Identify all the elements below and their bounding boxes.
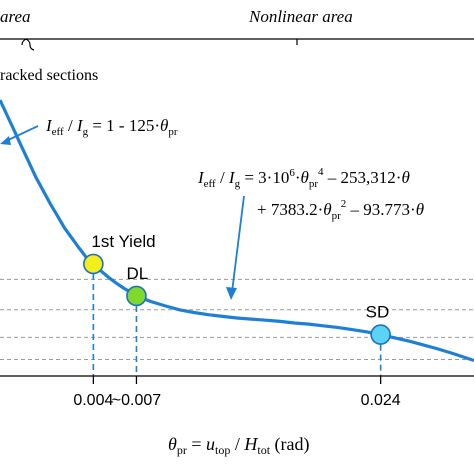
- x-tick-label-0: 0.004: [73, 392, 113, 409]
- eq2-i: I: [197, 168, 205, 187]
- xlabel-h: H: [243, 434, 258, 454]
- eq2-theta-sub: pr: [309, 178, 319, 190]
- xlabel-slash: /: [230, 434, 244, 454]
- x-ticks: 0.004~0.007 0.024: [73, 376, 401, 409]
- eq1-ig: I: [76, 116, 84, 135]
- eq2-mid: ·: [295, 168, 301, 187]
- eq2-g: g: [235, 178, 241, 190]
- eq2-eff: eff: [204, 178, 216, 190]
- bracket-tick-left: [21, 38, 27, 46]
- eq1-slash: /: [64, 116, 77, 135]
- equation-2-line-1: Ieff / Ig = 3·106·θpr4 – 253,312·θ: [197, 166, 410, 190]
- eq1-arrowhead: [0, 136, 11, 145]
- equation-1: Ieff / Ig = 1 - 125·θpr: [45, 116, 178, 138]
- series-curve: [0, 99, 474, 363]
- eq1-rhs: = 1 - 125·: [88, 116, 160, 135]
- equation-2-line-2: + 7383.2·θpr2 – 93.773·θ: [257, 198, 424, 222]
- xlabel-unit: (rad): [270, 434, 309, 455]
- eq2-arrow-line: [231, 195, 245, 293]
- eq2-exp: 6: [289, 167, 295, 179]
- xlabel-u: u: [206, 434, 215, 454]
- eq1-theta: θ: [160, 116, 168, 135]
- eq2-prefix: = 3·10: [240, 168, 289, 187]
- eq2-l2-theta-b: θ: [416, 200, 424, 219]
- eq2-l2-theta-sub: pr: [332, 210, 342, 222]
- eq2-sup4: 4: [318, 166, 324, 178]
- x-tick-label-1: ~0.007: [112, 392, 161, 409]
- marker-sd: [370, 324, 391, 345]
- eq1-eff: eff: [52, 126, 64, 138]
- marker-1st-yield: [83, 253, 104, 275]
- eq2-l2-theta: θ: [323, 200, 331, 219]
- marker-dl: [126, 285, 147, 307]
- xlabel-u-sub: top: [215, 443, 230, 457]
- area-bracket: [0, 38, 474, 51]
- eq2-slash: /: [216, 168, 229, 187]
- eq2-ig: I: [228, 168, 236, 187]
- equation-arrows: [0, 125, 245, 300]
- xlabel-h-sub: tot: [257, 443, 270, 457]
- eq2-arrowhead: [226, 287, 237, 300]
- eq1-arrow-line: [5, 125, 39, 142]
- eq2-l2-rest: – 93.773·: [346, 200, 415, 219]
- eq2-rest: – 253,312·: [324, 168, 402, 187]
- eq2-theta: θ: [301, 168, 309, 187]
- xlabel-eq: =: [187, 434, 206, 454]
- point-label-0: 1st Yield: [91, 232, 155, 251]
- eq1-theta-sub: pr: [168, 126, 178, 138]
- eq1-i: I: [45, 116, 53, 135]
- cracked-sections-label: racked sections: [0, 67, 98, 84]
- eq2-l2-start: + 7383.2·: [257, 200, 323, 219]
- point-label-1: DL: [126, 264, 148, 283]
- x-axis-label: θpr = utop / Htot (rad): [168, 434, 310, 457]
- xlabel-theta-sub: pr: [177, 443, 187, 457]
- eq2-l2-sup2: 2: [341, 198, 347, 210]
- guide-lines: [92, 263, 382, 376]
- x-tick-label-2: 0.024: [361, 392, 401, 409]
- elastic-area-label: area: [0, 7, 31, 26]
- markers: 1st Yield DL SD: [83, 232, 391, 345]
- nonlinear-area-label: Nonlinear area: [248, 7, 353, 26]
- point-label-2: SD: [366, 303, 390, 322]
- eq1-g: g: [83, 126, 89, 138]
- eq2-theta-b: θ: [401, 168, 409, 187]
- xlabel-theta: θ: [168, 434, 177, 454]
- bracket-tick: [25, 38, 35, 51]
